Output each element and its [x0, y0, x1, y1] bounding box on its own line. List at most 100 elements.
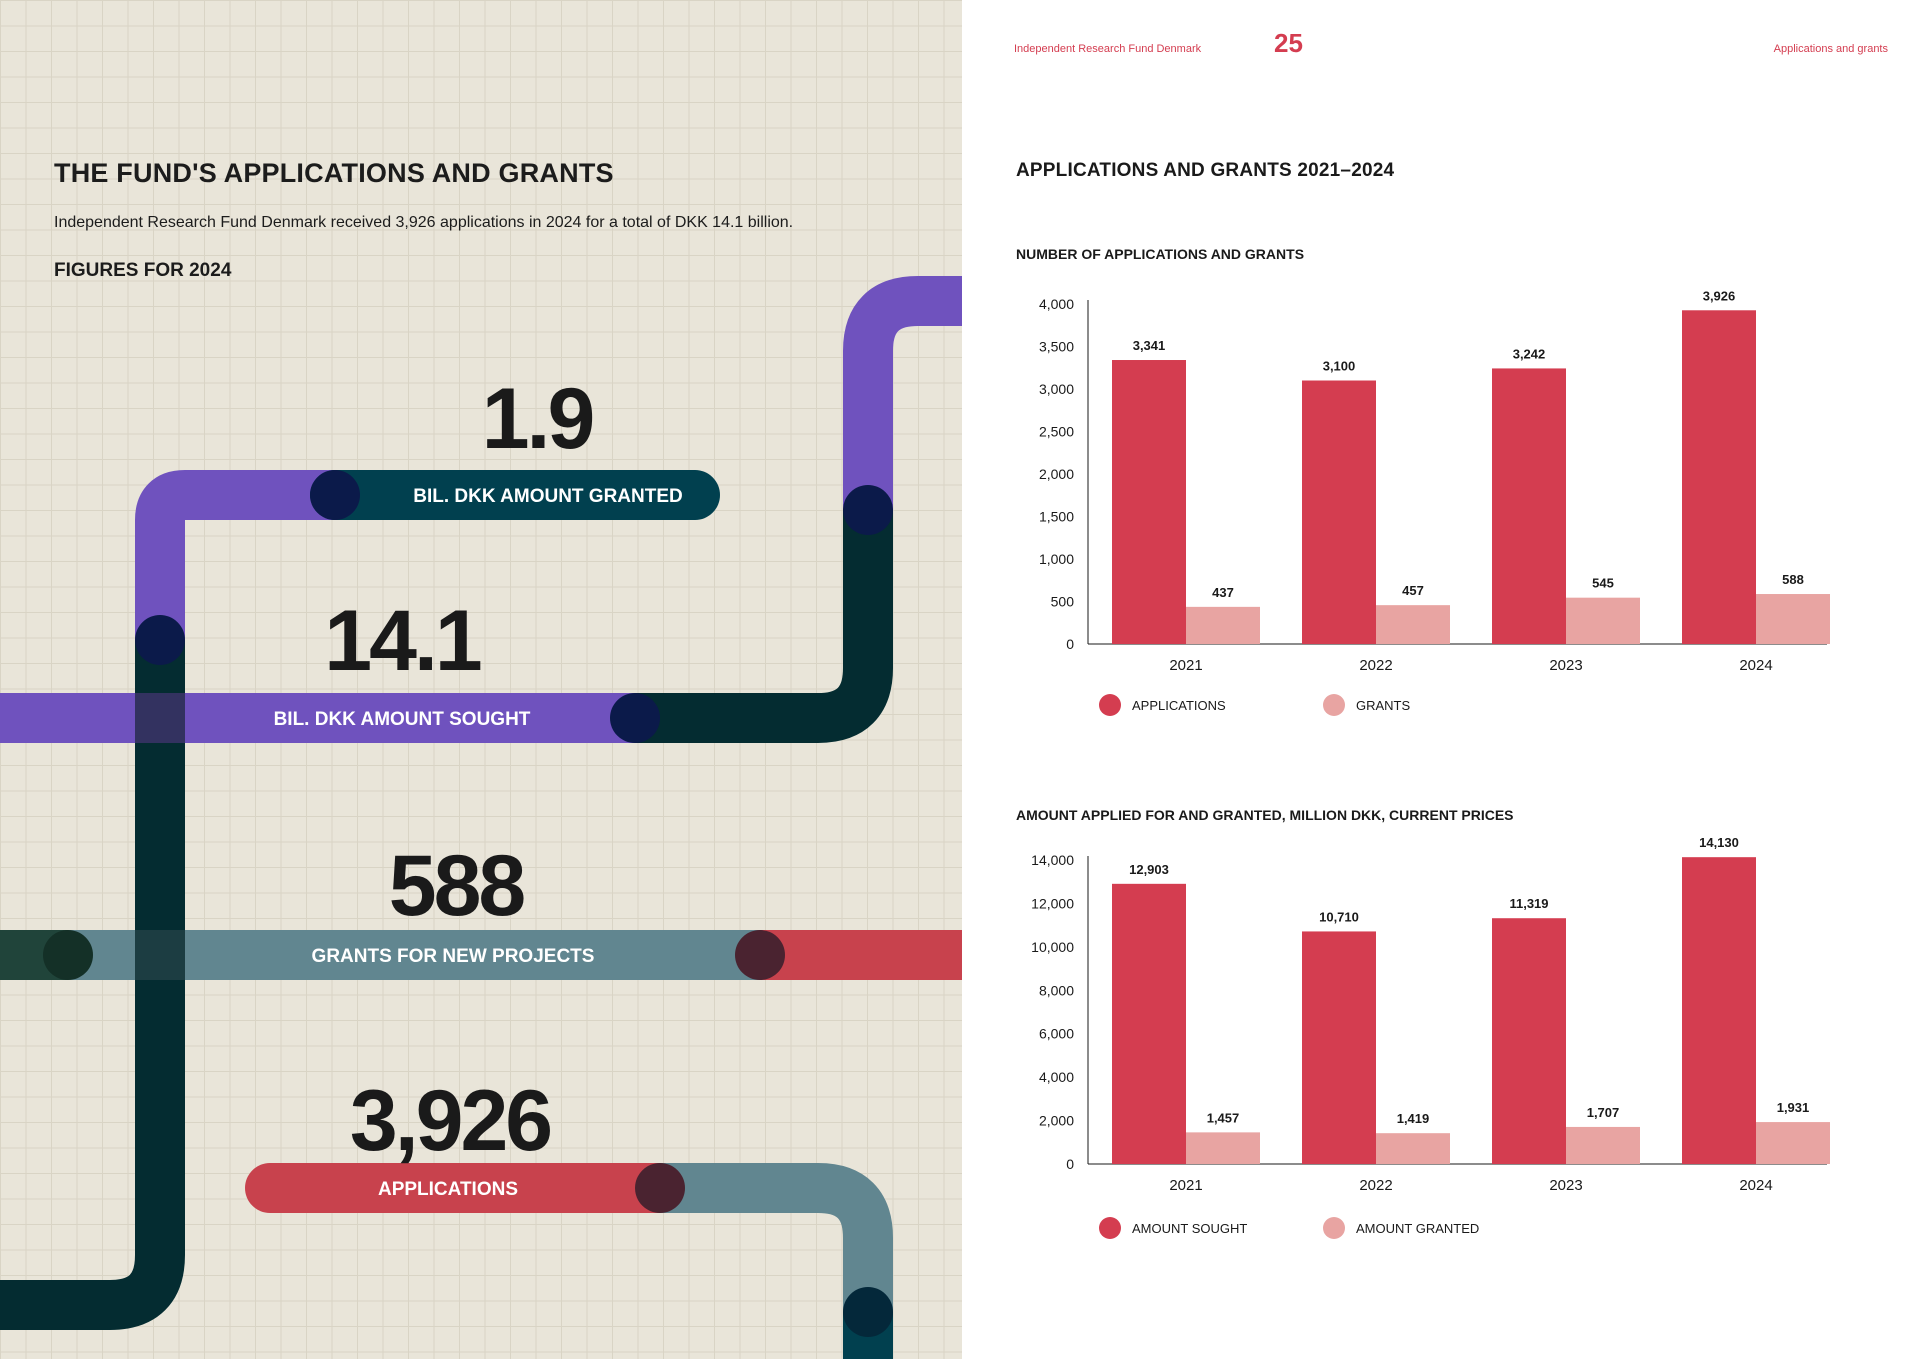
- bar-amount-granted: [1566, 1126, 1640, 1164]
- data-label: 437: [1212, 585, 1234, 600]
- figure-value: 1.9: [482, 371, 593, 467]
- chart-title: NUMBER OF APPLICATIONS AND GRANTS: [1016, 246, 1305, 262]
- line-dark-teal-right: [635, 510, 893, 743]
- figure-value: 14.1: [324, 593, 481, 689]
- y-tick-label: 2,500: [1039, 424, 1074, 440]
- y-tick-label: 2,000: [1039, 1113, 1074, 1129]
- data-label: 588: [1782, 572, 1804, 587]
- data-label: 10,710: [1319, 909, 1359, 924]
- legend-label: AMOUNT GRANTED: [1356, 1221, 1479, 1236]
- figure-value: 3,926: [350, 1073, 550, 1169]
- data-label: 12,903: [1129, 862, 1169, 877]
- line-dark-teal-left: [0, 640, 185, 1330]
- data-label: 457: [1402, 583, 1424, 598]
- x-tick-label: 2022: [1359, 657, 1392, 674]
- line-slate-applications: [660, 1163, 893, 1312]
- bar-amount-sought: [1492, 918, 1566, 1164]
- bar-applications: [1302, 380, 1376, 644]
- y-tick-label: 0: [1066, 636, 1074, 652]
- x-tick-label: 2021: [1169, 657, 1202, 674]
- station-dot: [843, 485, 893, 535]
- page-number: 25: [1274, 28, 1303, 58]
- y-tick-label: 3,500: [1039, 339, 1074, 355]
- bar-applications: [1112, 360, 1186, 644]
- y-tick-label: 2,000: [1039, 466, 1074, 482]
- legend-label: APPLICATIONS: [1132, 698, 1226, 713]
- figure-label: BIL. DKK AMOUNT GRANTED: [413, 486, 683, 507]
- figure-value: 588: [389, 838, 525, 934]
- x-tick-label: 2024: [1739, 657, 1772, 674]
- applications-grants-chart: 0 500 1,000 1,500 2,000 2,500 3,000 3,500 4,000 3…: [1039, 288, 1830, 716]
- data-label: 3,100: [1323, 359, 1356, 374]
- data-label: 545: [1592, 576, 1614, 591]
- bar-amount-sought: [1112, 883, 1186, 1164]
- charts-panel: Independent Research Fund Denmark 25 App…: [962, 0, 1920, 1359]
- figure-label: APPLICATIONS: [378, 1179, 518, 1200]
- bar-amount-granted: [1756, 1122, 1830, 1164]
- bar-grants: [1566, 597, 1640, 644]
- line-purple-granted: [135, 470, 335, 640]
- data-label: 3,341: [1133, 338, 1166, 353]
- bar-grants: [1756, 594, 1830, 644]
- y-tick-label: 500: [1051, 594, 1075, 610]
- y-tick-label: 10,000: [1031, 939, 1074, 955]
- bar-amount-granted: [1186, 1132, 1260, 1164]
- data-label: 3,926: [1703, 288, 1736, 303]
- figure-label: GRANTS FOR NEW PROJECTS: [312, 946, 595, 967]
- header-section: Applications and grants: [1773, 43, 1888, 55]
- crossing-shade: [135, 693, 185, 743]
- station-dot: [310, 470, 360, 520]
- data-label: 11,319: [1509, 896, 1548, 911]
- y-tick-label: 12,000: [1031, 895, 1074, 911]
- x-tick-label: 2022: [1359, 1177, 1392, 1194]
- legend-marker: [1099, 694, 1121, 716]
- legend-label: GRANTS: [1356, 698, 1411, 713]
- y-tick-label: 8,000: [1039, 982, 1074, 998]
- metro-lines-graphic: 1.9 14.1 588 3,926 BIL. DKK AMOUNT GRANT…: [0, 276, 962, 1359]
- amount-chart: 0 2,000 4,000 6,000 8,000 10,000 12,000 14,000 1…: [1031, 835, 1830, 1239]
- x-tick-label: 2021: [1169, 1177, 1202, 1194]
- legend-marker: [1323, 694, 1345, 716]
- bar-grants: [1186, 606, 1260, 644]
- crossing-shade: [135, 930, 185, 980]
- y-tick-label: 1,500: [1039, 509, 1074, 525]
- station-dot: [635, 1163, 685, 1213]
- y-tick-label: 1,000: [1039, 551, 1074, 567]
- header-org: Independent Research Fund Denmark: [1014, 43, 1202, 55]
- intro-text: Independent Research Fund Denmark receiv…: [54, 214, 794, 231]
- station-dot: [843, 1287, 893, 1337]
- bar-amount-granted: [1376, 1133, 1450, 1164]
- y-tick-label: 4,000: [1039, 296, 1074, 312]
- data-label: 1,707: [1587, 1105, 1620, 1120]
- data-label: 3,242: [1513, 346, 1546, 361]
- infographic-panel: THE FUND'S APPLICATIONS AND GRANTS Indep…: [0, 0, 962, 1359]
- data-label: 14,130: [1699, 835, 1739, 850]
- section-title: APPLICATIONS AND GRANTS 2021–2024: [1016, 160, 1395, 181]
- chart-title: AMOUNT APPLIED FOR AND GRANTED, MILLION …: [1016, 807, 1514, 823]
- legend-marker: [1323, 1217, 1345, 1239]
- bar-amount-sought: [1682, 857, 1756, 1164]
- y-tick-label: 4,000: [1039, 1069, 1074, 1085]
- bar-applications: [1492, 368, 1566, 644]
- figures-subtitle: FIGURES FOR 2024: [54, 260, 232, 281]
- data-label: 1,931: [1777, 1100, 1810, 1115]
- y-tick-label: 0: [1066, 1156, 1074, 1172]
- y-tick-label: 3,000: [1039, 381, 1074, 397]
- x-tick-label: 2023: [1549, 1177, 1582, 1194]
- station-dot: [135, 615, 185, 665]
- legend-label: AMOUNT SOUGHT: [1132, 1221, 1247, 1236]
- station-dot: [43, 930, 93, 980]
- legend-marker: [1099, 1217, 1121, 1239]
- station-dot: [735, 930, 785, 980]
- station-dot: [610, 693, 660, 743]
- line-purple-top: [843, 276, 962, 510]
- bar-grants: [1376, 605, 1450, 644]
- data-label: 1,457: [1207, 1110, 1240, 1125]
- bar-amount-sought: [1302, 931, 1376, 1164]
- x-tick-label: 2023: [1549, 657, 1582, 674]
- page-title: THE FUND'S APPLICATIONS AND GRANTS: [54, 158, 614, 188]
- bar-applications: [1682, 310, 1756, 644]
- data-label: 1,419: [1397, 1111, 1430, 1126]
- x-tick-label: 2024: [1739, 1177, 1772, 1194]
- y-tick-label: 14,000: [1031, 852, 1074, 868]
